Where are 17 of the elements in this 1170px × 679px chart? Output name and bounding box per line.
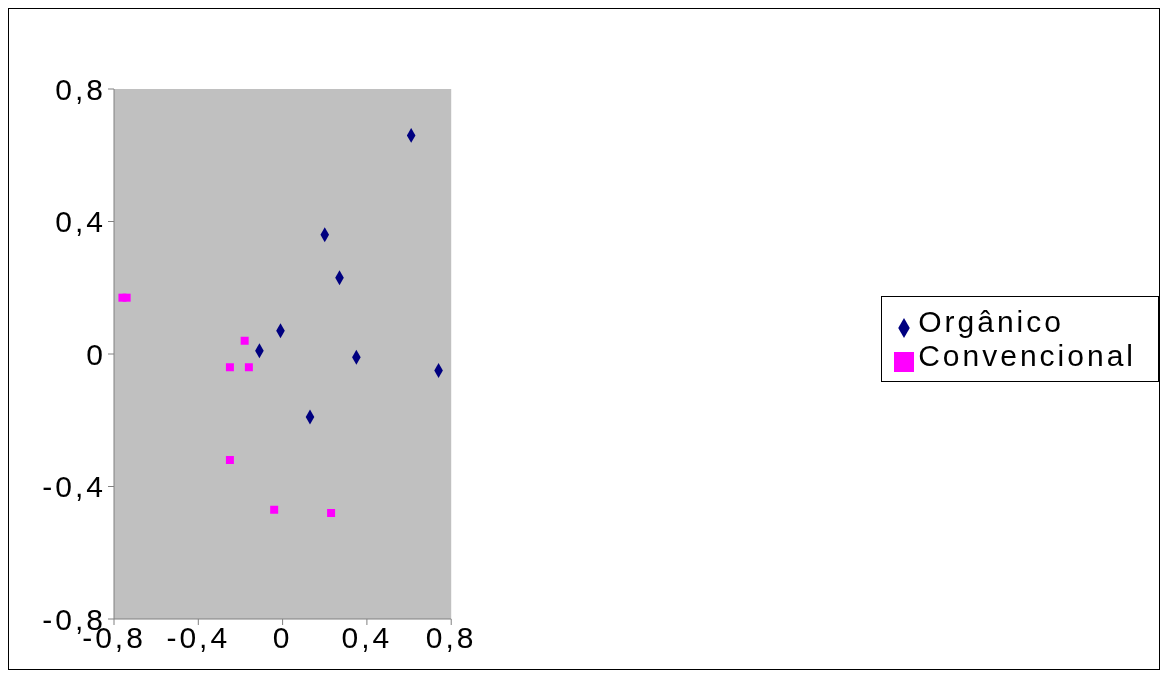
point [327, 509, 336, 517]
x-tick-label: 0,4 [341, 621, 393, 655]
point [244, 363, 253, 372]
y-tick-label: 0 [86, 337, 106, 371]
y-tick-label: 0,4 [55, 205, 106, 239]
point [225, 363, 234, 372]
y-tick-label: 0,8 [55, 72, 106, 106]
point [225, 456, 234, 464]
x-tick-label: 0 [272, 621, 293, 655]
point [240, 336, 249, 345]
point [122, 293, 131, 302]
x-tick-label: 0,8 [425, 621, 477, 655]
legend-label: Orgânico [918, 305, 1064, 338]
y-tick-label: -0,4 [42, 470, 106, 504]
x-tick-label: -0,4 [166, 621, 231, 655]
point [270, 505, 279, 514]
legend-label: Convencional [918, 339, 1136, 372]
